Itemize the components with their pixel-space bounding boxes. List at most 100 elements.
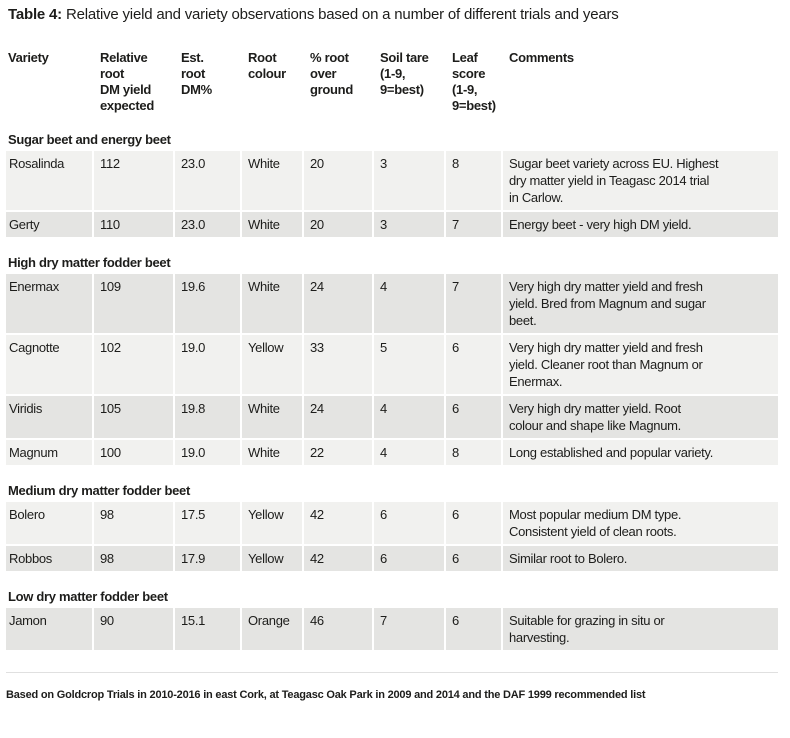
cell-pct-root-over-ground: 42: [304, 502, 372, 544]
cell-leaf-score: 6: [446, 396, 501, 438]
table-row: Gerty 110 23.0 White 20 3 7 Energy beet - very …: [6, 212, 778, 237]
cell-pct-root-over-ground: 24: [304, 274, 372, 333]
section-header: High dry matter fodder beet: [8, 255, 171, 270]
table-number-label: Table 4:: [8, 6, 62, 23]
cell-soil-tare: 3: [374, 151, 444, 210]
cell-leaf-score: 6: [446, 502, 501, 544]
cell-leaf-score: 8: [446, 440, 501, 465]
cell-leaf-score: 7: [446, 274, 501, 333]
cell-soil-tare: 7: [374, 608, 444, 650]
cell-soil-tare: 4: [374, 396, 444, 438]
table-row: Rosalinda 112 23.0 White 20 3 8 Sugar beet vari…: [6, 151, 778, 210]
cell-variety: Jamon: [6, 608, 92, 650]
cell-variety: Viridis: [6, 396, 92, 438]
cell-leaf-score: 6: [446, 608, 501, 650]
table-row: Enermax 109 19.6 White 24 4 7 Very high dry mat…: [6, 274, 778, 333]
cell-pct-root-over-ground: 46: [304, 608, 372, 650]
cell-est-root-dm: 17.9: [175, 546, 240, 571]
section-header: Medium dry matter fodder beet: [8, 483, 190, 498]
cell-variety: Enermax: [6, 274, 92, 333]
cell-variety: Magnum: [6, 440, 92, 465]
cell-relative-root-dm-yield: 112: [94, 151, 173, 210]
column-header-comments: Comments: [509, 50, 574, 65]
footnote-divider: [6, 672, 778, 673]
cell-relative-root-dm-yield: 105: [94, 396, 173, 438]
table-row: Jamon 90 15.1 Orange 46 7 6 Suitable for grazin…: [6, 608, 778, 650]
cell-relative-root-dm-yield: 110: [94, 212, 173, 237]
column-header-soil-tare: Soil tare (1-9, 9=best): [380, 50, 429, 97]
cell-est-root-dm: 19.6: [175, 274, 240, 333]
cell-root-colour: White: [242, 212, 302, 237]
table-row: Viridis 105 19.8 White 24 4 6 Very high dry mat…: [6, 396, 778, 438]
table-title: Table 4: Relative yield and variety obse…: [6, 6, 784, 24]
cell-soil-tare: 6: [374, 546, 444, 571]
section-header: Sugar beet and energy beet: [8, 132, 171, 147]
column-header-pct-root-over-ground: % root over ground: [310, 50, 353, 97]
cell-est-root-dm: 19.0: [175, 440, 240, 465]
cell-est-root-dm: 23.0: [175, 151, 240, 210]
cell-comments: Most popular medium DM type. Consistent …: [503, 502, 778, 544]
cell-root-colour: White: [242, 440, 302, 465]
cell-leaf-score: 8: [446, 151, 501, 210]
cell-comments: Long established and popular variety.: [503, 440, 778, 465]
cell-comments: Suitable for grazing in situ or harvesti…: [503, 608, 778, 650]
cell-est-root-dm: 17.5: [175, 502, 240, 544]
table-caption: Relative yield and variety observations …: [61, 6, 619, 23]
cell-variety: Robbos: [6, 546, 92, 571]
cell-pct-root-over-ground: 33: [304, 335, 372, 394]
cell-relative-root-dm-yield: 100: [94, 440, 173, 465]
table-row: Cagnotte 102 19.0 Yellow 33 5 6 Very high dry m…: [6, 335, 778, 394]
cell-soil-tare: 5: [374, 335, 444, 394]
cell-soil-tare: 3: [374, 212, 444, 237]
cell-leaf-score: 7: [446, 212, 501, 237]
cell-comments: Energy beet - very high DM yield.: [503, 212, 778, 237]
cell-root-colour: Yellow: [242, 335, 302, 394]
cell-pct-root-over-ground: 22: [304, 440, 372, 465]
footnote: Based on Goldcrop Trials in 2010-2016 in…: [6, 689, 646, 701]
cell-soil-tare: 4: [374, 274, 444, 333]
table-row: Robbos 98 17.9 Yellow 42 6 6 Similar root to Bo…: [6, 546, 778, 571]
cell-soil-tare: 4: [374, 440, 444, 465]
cell-pct-root-over-ground: 24: [304, 396, 372, 438]
cell-leaf-score: 6: [446, 546, 501, 571]
cell-est-root-dm: 19.8: [175, 396, 240, 438]
cell-root-colour: Yellow: [242, 546, 302, 571]
cell-relative-root-dm-yield: 90: [94, 608, 173, 650]
cell-comments: Very high dry matter yield and fresh yie…: [503, 274, 778, 333]
cell-comments: Sugar beet variety across EU. Highest dr…: [503, 151, 778, 210]
cell-root-colour: White: [242, 274, 302, 333]
cell-variety: Gerty: [6, 212, 92, 237]
cell-relative-root-dm-yield: 98: [94, 546, 173, 571]
cell-pct-root-over-ground: 20: [304, 151, 372, 210]
section-header: Low dry matter fodder beet: [8, 589, 168, 604]
table-row: Bolero 98 17.5 Yellow 42 6 6 Most popular mediu…: [6, 502, 778, 544]
cell-variety: Cagnotte: [6, 335, 92, 394]
cell-comments: Very high dry matter yield and fresh yie…: [503, 335, 778, 394]
column-header-relative-root-dm-yield: Relative root DM yield expected: [100, 50, 154, 113]
cell-variety: Bolero: [6, 502, 92, 544]
cell-root-colour: Yellow: [242, 502, 302, 544]
column-header-variety: Variety: [8, 50, 49, 65]
cell-pct-root-over-ground: 42: [304, 546, 372, 571]
cell-leaf-score: 6: [446, 335, 501, 394]
cell-est-root-dm: 23.0: [175, 212, 240, 237]
cell-est-root-dm: 19.0: [175, 335, 240, 394]
cell-root-colour: White: [242, 396, 302, 438]
column-header-root-colour: Root colour: [248, 50, 286, 81]
cell-pct-root-over-ground: 20: [304, 212, 372, 237]
cell-root-colour: Orange: [242, 608, 302, 650]
cell-root-colour: White: [242, 151, 302, 210]
cell-relative-root-dm-yield: 102: [94, 335, 173, 394]
cell-comments: Similar root to Bolero.: [503, 546, 778, 571]
cell-relative-root-dm-yield: 98: [94, 502, 173, 544]
column-header-est-root-dm: Est. root DM%: [181, 50, 212, 97]
cell-relative-root-dm-yield: 109: [94, 274, 173, 333]
table-body: Sugar beet and energy beet Rosalinda 112 23…: [6, 132, 784, 650]
cell-est-root-dm: 15.1: [175, 608, 240, 650]
cell-comments: Very high dry matter yield. Root colour …: [503, 396, 778, 438]
column-header-leaf-score: Leaf score (1-9, 9=best): [452, 50, 496, 113]
cell-soil-tare: 6: [374, 502, 444, 544]
table-row: Magnum 100 19.0 White 22 4 8 Long established a…: [6, 440, 778, 465]
cell-variety: Rosalinda: [6, 151, 92, 210]
